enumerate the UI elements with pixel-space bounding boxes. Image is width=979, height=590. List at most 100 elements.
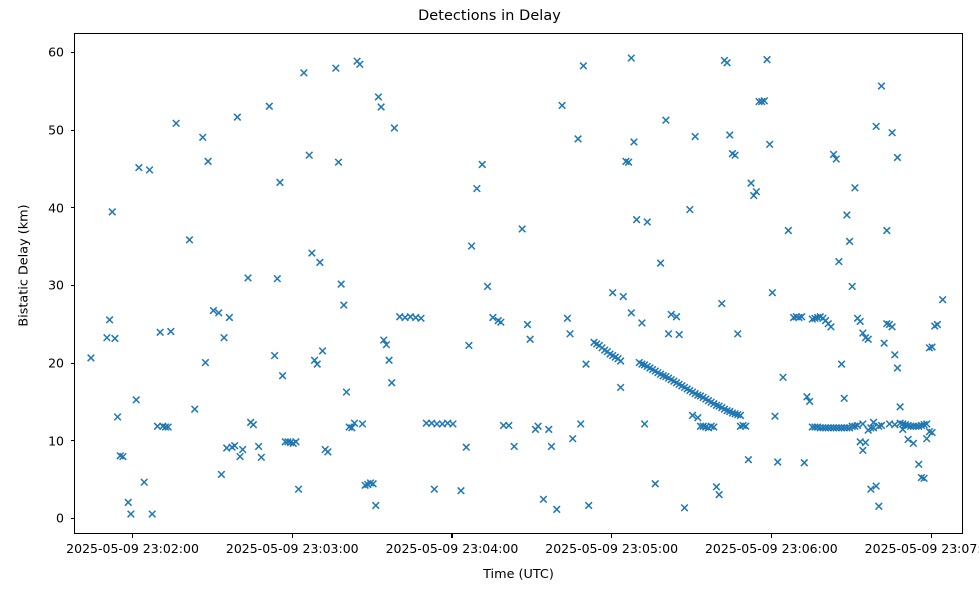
- scatter-marker: [339, 301, 348, 309]
- scatter-marker: [651, 479, 660, 488]
- scatter-marker: [305, 151, 314, 160]
- scatter-marker: [161, 423, 170, 431]
- x-tick-mark: [132, 534, 134, 538]
- scatter-marker: [922, 434, 931, 443]
- scatter-marker: [712, 483, 721, 491]
- scatter-marker: [922, 420, 931, 428]
- x-tick-mark: [611, 534, 613, 538]
- scatter-marker: [869, 418, 878, 427]
- scatter-marker: [278, 371, 287, 380]
- scatter-marker: [254, 442, 263, 451]
- scatter-marker: [276, 178, 284, 187]
- scatter-marker: [387, 378, 396, 387]
- x-tick-label: 2025-05-09 23:04:00: [385, 541, 519, 556]
- scatter-marker: [877, 421, 886, 430]
- y-tick-mark: [70, 440, 74, 442]
- scatter-marker: [108, 208, 117, 216]
- scatter-marker: [765, 140, 774, 149]
- scatter-marker: [859, 446, 867, 455]
- scatter-marker: [888, 323, 896, 331]
- scatter-marker: [483, 282, 492, 291]
- scatter-marker: [230, 441, 239, 450]
- scatter-marker: [185, 236, 194, 244]
- scatter-marker: [856, 317, 865, 326]
- scatter-marker: [576, 420, 585, 428]
- y-tick-label: 40: [48, 200, 64, 216]
- scatter-marker: [664, 329, 673, 338]
- scatter-marker: [848, 422, 857, 431]
- scatter-marker: [220, 333, 228, 342]
- y-tick-label: 20: [48, 355, 64, 371]
- scatter-marker: [773, 458, 782, 466]
- scatter-marker: [558, 101, 566, 110]
- scatter-marker: [867, 423, 875, 432]
- scatter-marker: [616, 383, 625, 392]
- x-tick-label: 2025-05-09 23:02:00: [66, 541, 199, 556]
- scatter-marker: [135, 163, 143, 172]
- scatter-marker: [627, 309, 636, 317]
- scatter-marker: [145, 166, 154, 174]
- scatter-marker: [837, 360, 846, 368]
- scatter-marker: [172, 119, 180, 128]
- scatter-marker: [518, 225, 526, 233]
- scatter-marker: [843, 423, 851, 432]
- scatter-marker: [928, 428, 936, 437]
- scatter-marker: [691, 132, 700, 141]
- scatter-marker: [632, 215, 641, 224]
- plot-axes: [74, 33, 963, 534]
- scatter-marker: [111, 334, 119, 343]
- scatter-marker: [233, 113, 242, 121]
- scatter-marker: [896, 403, 904, 411]
- scatter-marker: [893, 364, 902, 372]
- scatter-marker: [87, 354, 95, 362]
- scatter-marker: [214, 309, 223, 317]
- scatter-marker: [355, 60, 364, 69]
- scatter-marker: [800, 458, 809, 467]
- scatter-marker: [872, 122, 880, 131]
- x-axis-label: Time (UTC): [483, 567, 554, 582]
- scatter-marker: [209, 306, 218, 315]
- scatter-marker: [680, 503, 689, 512]
- y-tick-label: 30: [48, 277, 64, 293]
- scatter-marker: [377, 103, 385, 111]
- scatter-marker: [574, 135, 582, 143]
- scatter-marker: [347, 423, 356, 432]
- scatter-marker: [350, 419, 359, 427]
- scatter-plot-area[interactable]: [75, 34, 962, 533]
- scatter-marker: [771, 412, 779, 420]
- scatter-marker: [829, 150, 838, 159]
- scatter-marker: [430, 485, 439, 494]
- scatter-marker: [861, 438, 870, 447]
- scatter-marker: [723, 58, 731, 67]
- scatter-marker: [113, 413, 122, 421]
- scatter-marker: [156, 328, 165, 337]
- scatter-marker: [579, 62, 588, 70]
- x-tick-mark: [930, 534, 932, 538]
- scatter-marker: [505, 421, 513, 430]
- y-tick-mark: [70, 284, 74, 287]
- scatter-marker: [779, 373, 787, 382]
- scatter-marker: [105, 316, 114, 324]
- scatter-marker: [893, 153, 902, 162]
- y-tick-mark: [70, 517, 74, 520]
- x-tick-mark: [770, 534, 772, 538]
- scatter-marker: [462, 443, 471, 452]
- scatter-marker: [385, 356, 393, 365]
- scatter-marker: [294, 485, 303, 494]
- scatter-marker: [709, 423, 718, 431]
- scatter-marker: [552, 505, 561, 514]
- scatter-marker: [374, 93, 383, 101]
- scatter-marker: [662, 116, 670, 125]
- scatter-marker: [164, 423, 172, 431]
- scatter-marker: [763, 55, 771, 64]
- scatter-marker: [316, 258, 324, 267]
- scatter-marker: [358, 420, 367, 428]
- scatter-marker: [667, 310, 676, 319]
- scatter-marker: [257, 453, 266, 462]
- scatter-marker: [616, 357, 625, 365]
- scatter-marker: [896, 419, 904, 427]
- scatter-marker: [733, 329, 742, 338]
- y-tick-label: 50: [48, 122, 64, 138]
- scatter-marker: [851, 422, 859, 431]
- scatter-marker: [832, 155, 841, 163]
